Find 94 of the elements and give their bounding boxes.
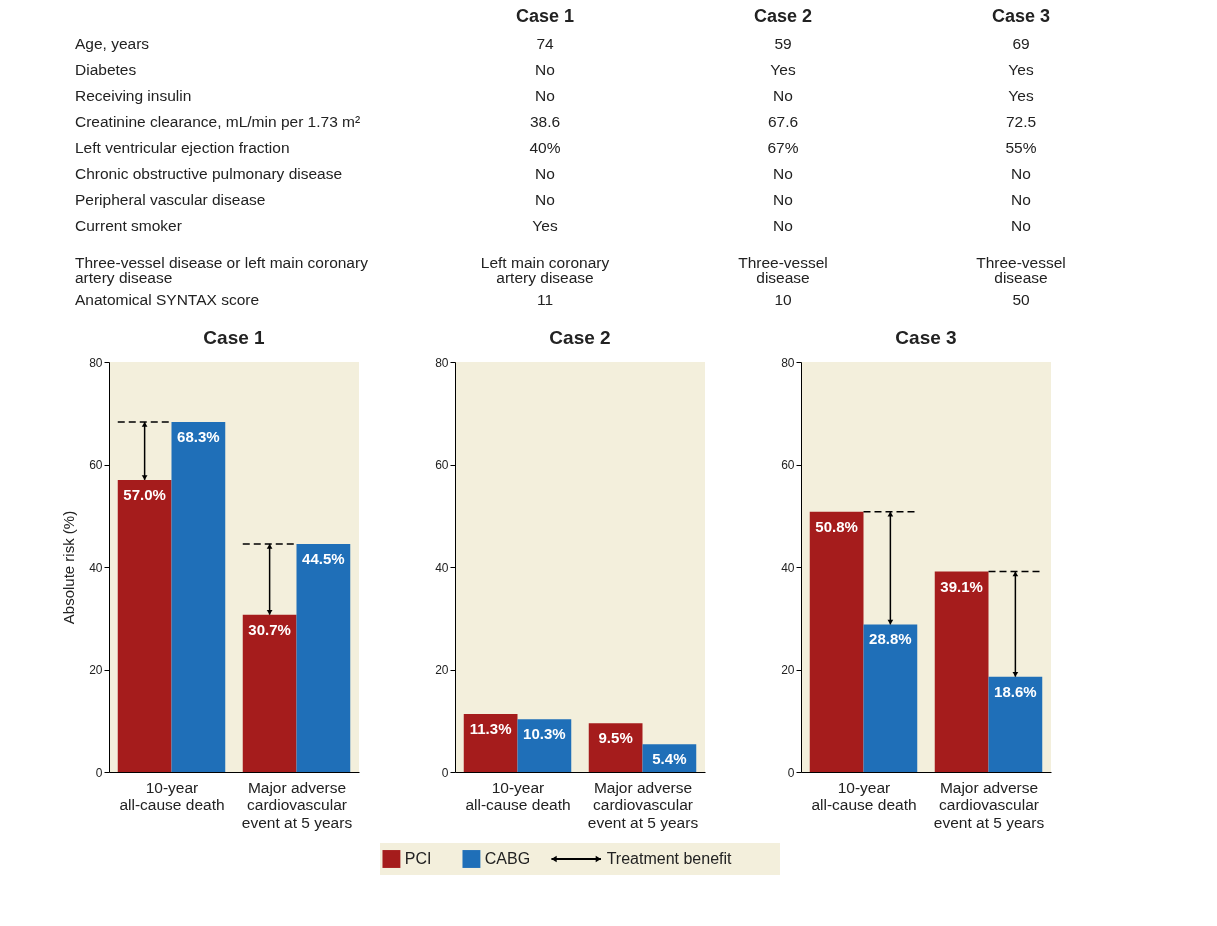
category-label: Case 1 [515, 6, 575, 26]
text: No [1011, 217, 1031, 234]
data-label: 68.3% [177, 427, 220, 445]
y-tick-label: 0 [95, 765, 103, 780]
bar [117, 479, 172, 772]
data-label: 5.4% [652, 750, 687, 768]
y-tick-label: 40 [435, 560, 449, 575]
text: Three-vessel disease [738, 254, 828, 286]
y-tick-label: 20 [781, 663, 795, 677]
text: 40% [529, 139, 561, 156]
text: 38.6 [529, 113, 561, 130]
text: Yes [770, 61, 796, 78]
bar [517, 719, 572, 772]
y-tick-label: 80 [89, 355, 103, 370]
text: No [535, 165, 555, 182]
data-label: 50.8% [815, 517, 858, 535]
text: 55% [1005, 139, 1037, 156]
data-label: 57.0% [123, 485, 166, 503]
x-tick-label: 10-year all-cause death [119, 778, 225, 813]
text: Yes [1008, 87, 1034, 104]
bar [863, 624, 918, 772]
y-tick-label: 60 [435, 458, 449, 472]
bar [588, 723, 643, 772]
bar [463, 714, 518, 772]
text: No [773, 191, 793, 208]
data-label: 9.5% [598, 729, 633, 747]
text: Three-vessel disease [976, 254, 1066, 286]
x-tick-label: Major adverse cardiovascular event at 5 years [933, 778, 1045, 831]
bar [934, 571, 989, 772]
category-label: Peripheral vascular disease [75, 191, 266, 208]
text: 74 [536, 35, 554, 52]
y-tick-label: 80 [781, 355, 795, 370]
text: No [1011, 191, 1031, 208]
y-tick-label: 0 [787, 765, 795, 780]
chart-title: Case 1 [203, 327, 266, 348]
x-tick-label: 10-year all-cause death [811, 778, 917, 813]
text: No [535, 87, 555, 104]
text: 72.5 [1005, 113, 1037, 130]
data-label: 44.5% [302, 549, 345, 567]
y-tick-label: 60 [89, 458, 103, 472]
bar [242, 614, 297, 772]
chart-title: Case 2 [549, 327, 611, 348]
category-label: Anatomical SYNTAX score [75, 291, 260, 308]
text: No [535, 61, 555, 78]
text: 11 [536, 291, 554, 308]
data-label: 30.7% [248, 620, 291, 638]
data-label: 28.8% [869, 630, 912, 648]
y-tick-label: 40 [89, 560, 103, 575]
category-label: Case 3 [991, 6, 1051, 26]
text: No [773, 87, 793, 104]
chart-title: Case 3 [895, 327, 957, 348]
x-tick-label: Major adverse cardiovascular event at 5 years [587, 778, 699, 831]
category-label: Current smoker [75, 217, 182, 234]
text: No [1011, 165, 1031, 182]
text: Yes [1008, 61, 1034, 78]
category-label: Three-vessel disease or left main coronary artery disease [75, 254, 368, 286]
text: 67.6 [767, 113, 799, 130]
text: Yes [532, 217, 558, 234]
y-tick-label: 40 [781, 560, 795, 575]
y-tick-label: 20 [435, 663, 449, 677]
text: 69 [1012, 35, 1030, 52]
x-tick-label: Major adverse cardiovascular event at 5 years [241, 778, 353, 831]
category-label: Receiving insulin [75, 87, 192, 104]
y-tick-label: 80 [435, 355, 449, 370]
data-label: 10.3% [523, 725, 566, 743]
y-tick-label: 20 [89, 663, 103, 677]
y-tick-label: 60 [781, 458, 795, 472]
category-label: Creatinine clearance, mL/min per 1.73 m² [75, 113, 361, 130]
y-axis-title: Absolute risk (%) [60, 510, 78, 625]
text: 50 [1012, 291, 1030, 308]
data-label: 18.6% [994, 682, 1037, 700]
category-label: Left ventricular ejection fraction [75, 139, 290, 156]
category-label: Chronic obstructive pulmonary disease [75, 165, 343, 182]
bar [171, 421, 226, 772]
text: No [773, 165, 793, 182]
text: No [535, 191, 555, 208]
data-label: 39.1% [940, 577, 983, 595]
text: 59 [774, 35, 792, 52]
y-tick-label: 0 [441, 765, 449, 780]
bar [296, 543, 351, 772]
category-label: Age, years [75, 35, 150, 52]
bar [809, 511, 864, 772]
x-tick-label: 10-year all-cause death [465, 778, 571, 813]
category-label: Case 2 [753, 6, 813, 26]
text: Treatment benefit [606, 850, 733, 867]
legend-label: CABG [484, 850, 531, 867]
legend-label: PCI [404, 850, 432, 867]
text: No [773, 217, 793, 234]
category-label: Diabetes [75, 61, 137, 78]
text: Left main coronary artery disease [480, 254, 610, 286]
data-label: 11.3% [469, 720, 512, 738]
bar [988, 676, 1043, 772]
text: 67% [767, 139, 799, 156]
text: 10 [774, 291, 792, 308]
